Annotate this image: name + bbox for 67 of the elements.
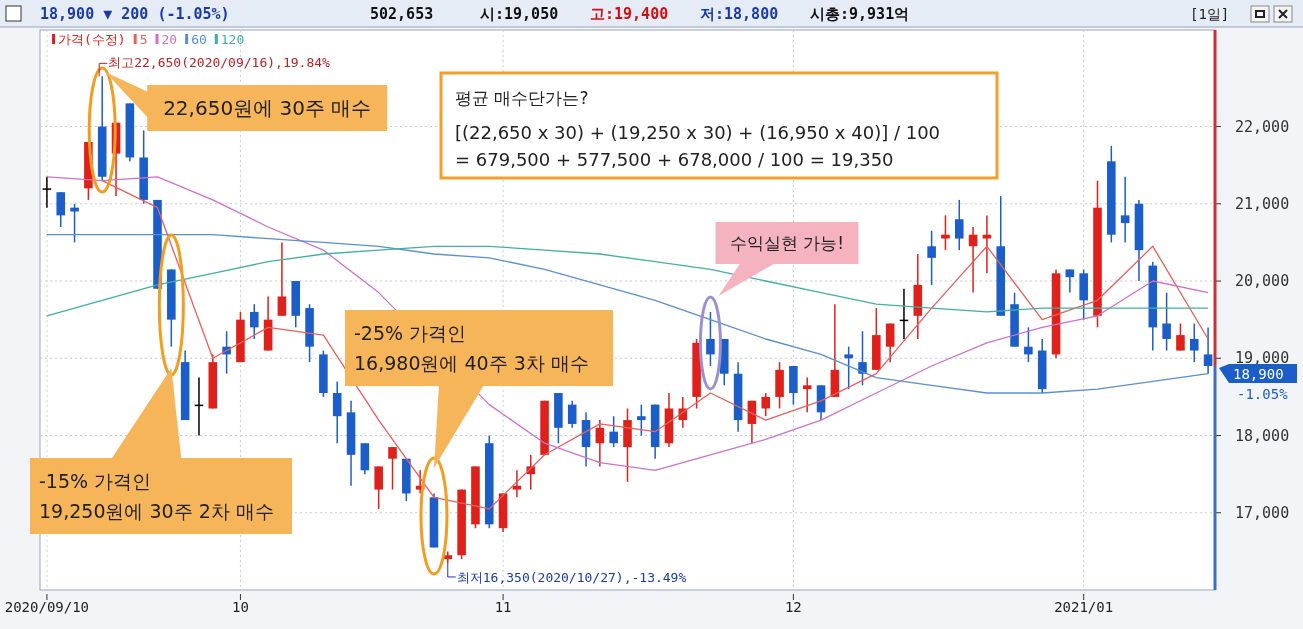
- candlestick: [1120, 176, 1130, 244]
- candlestick: [954, 199, 964, 251]
- annotation: -25% 가격인 16,980원에 40주 3차 매수: [354, 321, 589, 375]
- x-tick-label: 2020/09/10: [4, 599, 90, 615]
- candlestick: [1024, 326, 1033, 363]
- text: 시총:9,931억: [810, 5, 910, 23]
- annotation: -15% 가격인 19,250원에 30주 2차 매수: [39, 469, 274, 523]
- text: 18,900 ▼ 200 (-1.05%): [40, 5, 230, 23]
- legend-label: 120: [220, 32, 245, 47]
- annotation: 최저16,350(2020/10/27),-13.49%: [456, 569, 687, 585]
- annotation: [(22,650 x 30) + (19,250 x 30) + (16,950 x 40)] / 100: [455, 122, 941, 143]
- line-series: [46, 234, 1209, 394]
- legend-label: 5: [139, 32, 148, 47]
- candlestick: [844, 345, 853, 390]
- candlestick: [1065, 268, 1075, 294]
- x-tick-label: 2021/01: [1054, 599, 1114, 615]
- candlestick: [374, 465, 383, 510]
- annotation: 수익실현 가능!: [729, 233, 845, 254]
- text: 18,900: [1233, 366, 1284, 382]
- candlestick: [512, 469, 522, 499]
- text: -1.05%: [1237, 386, 1289, 402]
- candlestick: [761, 392, 771, 417]
- text: [1일]: [1190, 6, 1230, 22]
- candlestick: [637, 403, 646, 437]
- candlestick: [885, 322, 895, 363]
- text: 고:19,400: [590, 5, 669, 23]
- candlestick: [42, 176, 52, 209]
- candlestick: [609, 415, 618, 448]
- candlestick: [56, 191, 66, 228]
- legend-label: 60: [191, 32, 207, 47]
- legend-label: 가격(수정): [58, 32, 126, 47]
- y-tick-label: 20,000: [1235, 272, 1290, 291]
- candlestick: [802, 376, 812, 414]
- line-series: [46, 176, 1209, 471]
- candlestick: [1203, 326, 1213, 375]
- annotation: 22,650원에 30주 매수: [163, 96, 372, 121]
- candlestick: [1162, 291, 1171, 352]
- candlestick: [277, 241, 287, 317]
- annotation: 평균 매수단가는?: [455, 88, 589, 108]
- y-tick-label: 21,000: [1235, 194, 1290, 213]
- candlestick: [941, 214, 950, 251]
- text: 502,653: [370, 5, 434, 23]
- y-tick-label: 17,000: [1235, 503, 1290, 522]
- candlestick: [70, 203, 79, 244]
- annotation: = 679,500 + 577,500 + 678,000 / 100 = 19,350: [455, 149, 894, 170]
- annotation: 최고22,650(2020/09/16),19.84%: [108, 55, 331, 71]
- text: 저:18,800: [700, 5, 779, 23]
- candlestick: [595, 419, 605, 468]
- candlestick: [388, 446, 397, 491]
- y-tick-label: 19,000: [1235, 349, 1290, 368]
- y-tick-label: 22,000: [1235, 117, 1290, 136]
- text: 시:19,050: [480, 5, 559, 23]
- candlestick: [1189, 322, 1199, 363]
- legend-label: 20: [161, 32, 178, 47]
- candlestick: [982, 214, 992, 275]
- candlestick: [858, 330, 867, 387]
- candlestick: [526, 454, 536, 491]
- x-tick-label: 10: [232, 599, 249, 615]
- x-tick-label: 12: [784, 599, 802, 615]
- candlestick: [332, 380, 342, 444]
- candlestick: [706, 311, 715, 367]
- candlestick: [1176, 322, 1185, 352]
- candlestick: [567, 400, 577, 429]
- y-tick-label: 18,000: [1235, 426, 1290, 445]
- candlestick: [249, 303, 259, 340]
- candlestick: [927, 230, 936, 286]
- x-tick-label: 11: [494, 599, 512, 615]
